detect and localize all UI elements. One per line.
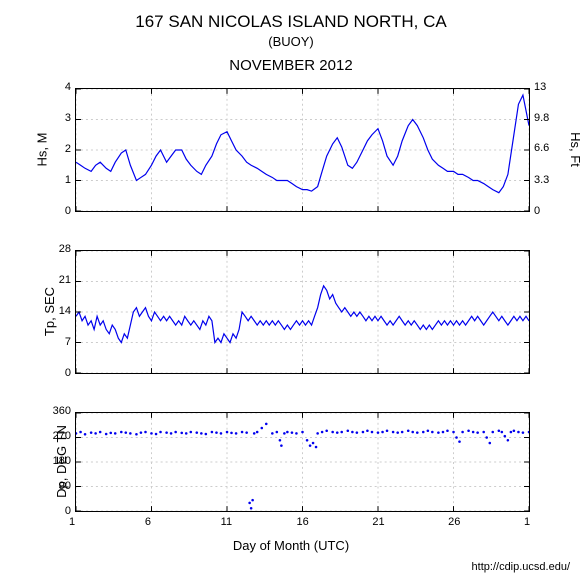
- xtick-label: 1: [524, 516, 530, 528]
- ytick-label: 14: [59, 305, 71, 317]
- subtitle: (BUOY): [0, 34, 582, 49]
- xtick-label: 11: [221, 516, 232, 528]
- title-block: 167 SAN NICOLAS ISLAND NORTH, CA (BUOY) …: [0, 0, 582, 74]
- panel-dp: [75, 412, 530, 512]
- main-title: 167 SAN NICOLAS ISLAND NORTH, CA: [0, 12, 582, 32]
- ytick-label: 3: [65, 112, 71, 124]
- xtick-label: 16: [297, 516, 309, 528]
- ylabel-tp: Tp, SEC: [42, 287, 57, 336]
- ytick-label: 360: [53, 405, 71, 417]
- ytick-label: 2: [65, 143, 71, 155]
- panel-tp: [75, 250, 530, 374]
- y2tick-label: 0: [534, 205, 540, 217]
- x-axis-label: Day of Month (UTC): [0, 538, 582, 553]
- y2tick-label: 6.6: [534, 142, 549, 154]
- y2tick-label: 9.8: [534, 112, 549, 124]
- panel-hs: [75, 88, 530, 212]
- ytick-label: 0: [65, 367, 71, 379]
- ylabel-dp: Dp, DEG TN: [54, 425, 69, 498]
- xtick-label: 21: [372, 516, 384, 528]
- ytick-label: 28: [59, 243, 71, 255]
- credit-text: http://cdip.ucsd.edu/: [472, 561, 570, 573]
- ylabel-right-hs: Hs, Ft: [568, 132, 582, 167]
- ytick-label: 1: [65, 174, 71, 186]
- month-title: NOVEMBER 2012: [0, 57, 582, 74]
- y2tick-label: 13: [534, 81, 546, 93]
- xtick-label: 6: [145, 516, 151, 528]
- ytick-label: 21: [59, 274, 71, 286]
- ytick-label: 7: [65, 336, 71, 348]
- ytick-label: 0: [65, 205, 71, 217]
- ylabel-hs: Hs, M: [34, 133, 49, 167]
- xtick-label: 1: [69, 516, 75, 528]
- xtick-label: 26: [448, 516, 460, 528]
- ytick-label: 4: [65, 81, 71, 93]
- y2tick-label: 3.3: [534, 174, 549, 186]
